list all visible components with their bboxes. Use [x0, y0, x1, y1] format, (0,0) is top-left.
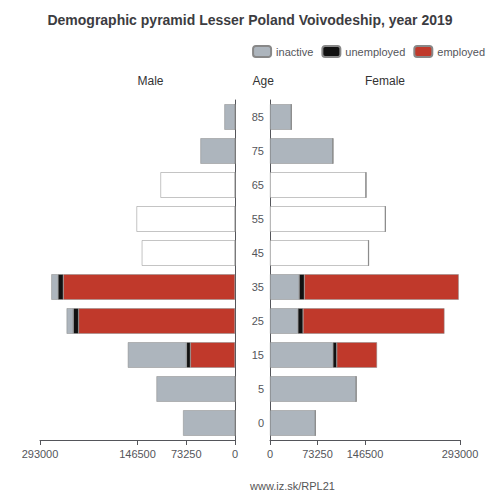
- svg-text:65: 65: [252, 179, 264, 191]
- svg-text:0: 0: [267, 448, 273, 460]
- svg-text:85: 85: [252, 111, 264, 123]
- svg-text:Male: Male: [137, 74, 163, 88]
- svg-text:Female: Female: [365, 74, 405, 88]
- svg-text:293000: 293000: [22, 448, 59, 460]
- svg-text:45: 45: [252, 247, 264, 259]
- svg-text:15: 15: [252, 349, 264, 361]
- svg-text:www.iz.sk/RPL21: www.iz.sk/RPL21: [249, 480, 335, 492]
- svg-text:employed: employed: [437, 46, 485, 58]
- svg-text:0: 0: [258, 417, 264, 429]
- svg-text:unemployed: unemployed: [345, 46, 405, 58]
- svg-text:73250: 73250: [302, 448, 333, 460]
- svg-text:5: 5: [258, 383, 264, 395]
- svg-text:Age: Age: [252, 74, 274, 88]
- svg-text:25: 25: [252, 315, 264, 327]
- svg-text:Demographic pyramid Lesser Pol: Demographic pyramid Lesser Poland Voivod…: [47, 12, 452, 28]
- svg-text:293000: 293000: [442, 448, 479, 460]
- svg-text:55: 55: [252, 213, 264, 225]
- svg-text:inactive: inactive: [276, 46, 313, 58]
- svg-text:35: 35: [252, 281, 264, 293]
- svg-text:73250: 73250: [171, 448, 202, 460]
- svg-text:0: 0: [232, 448, 238, 460]
- svg-text:75: 75: [252, 145, 264, 157]
- svg-text:146500: 146500: [347, 448, 384, 460]
- svg-text:146500: 146500: [119, 448, 156, 460]
